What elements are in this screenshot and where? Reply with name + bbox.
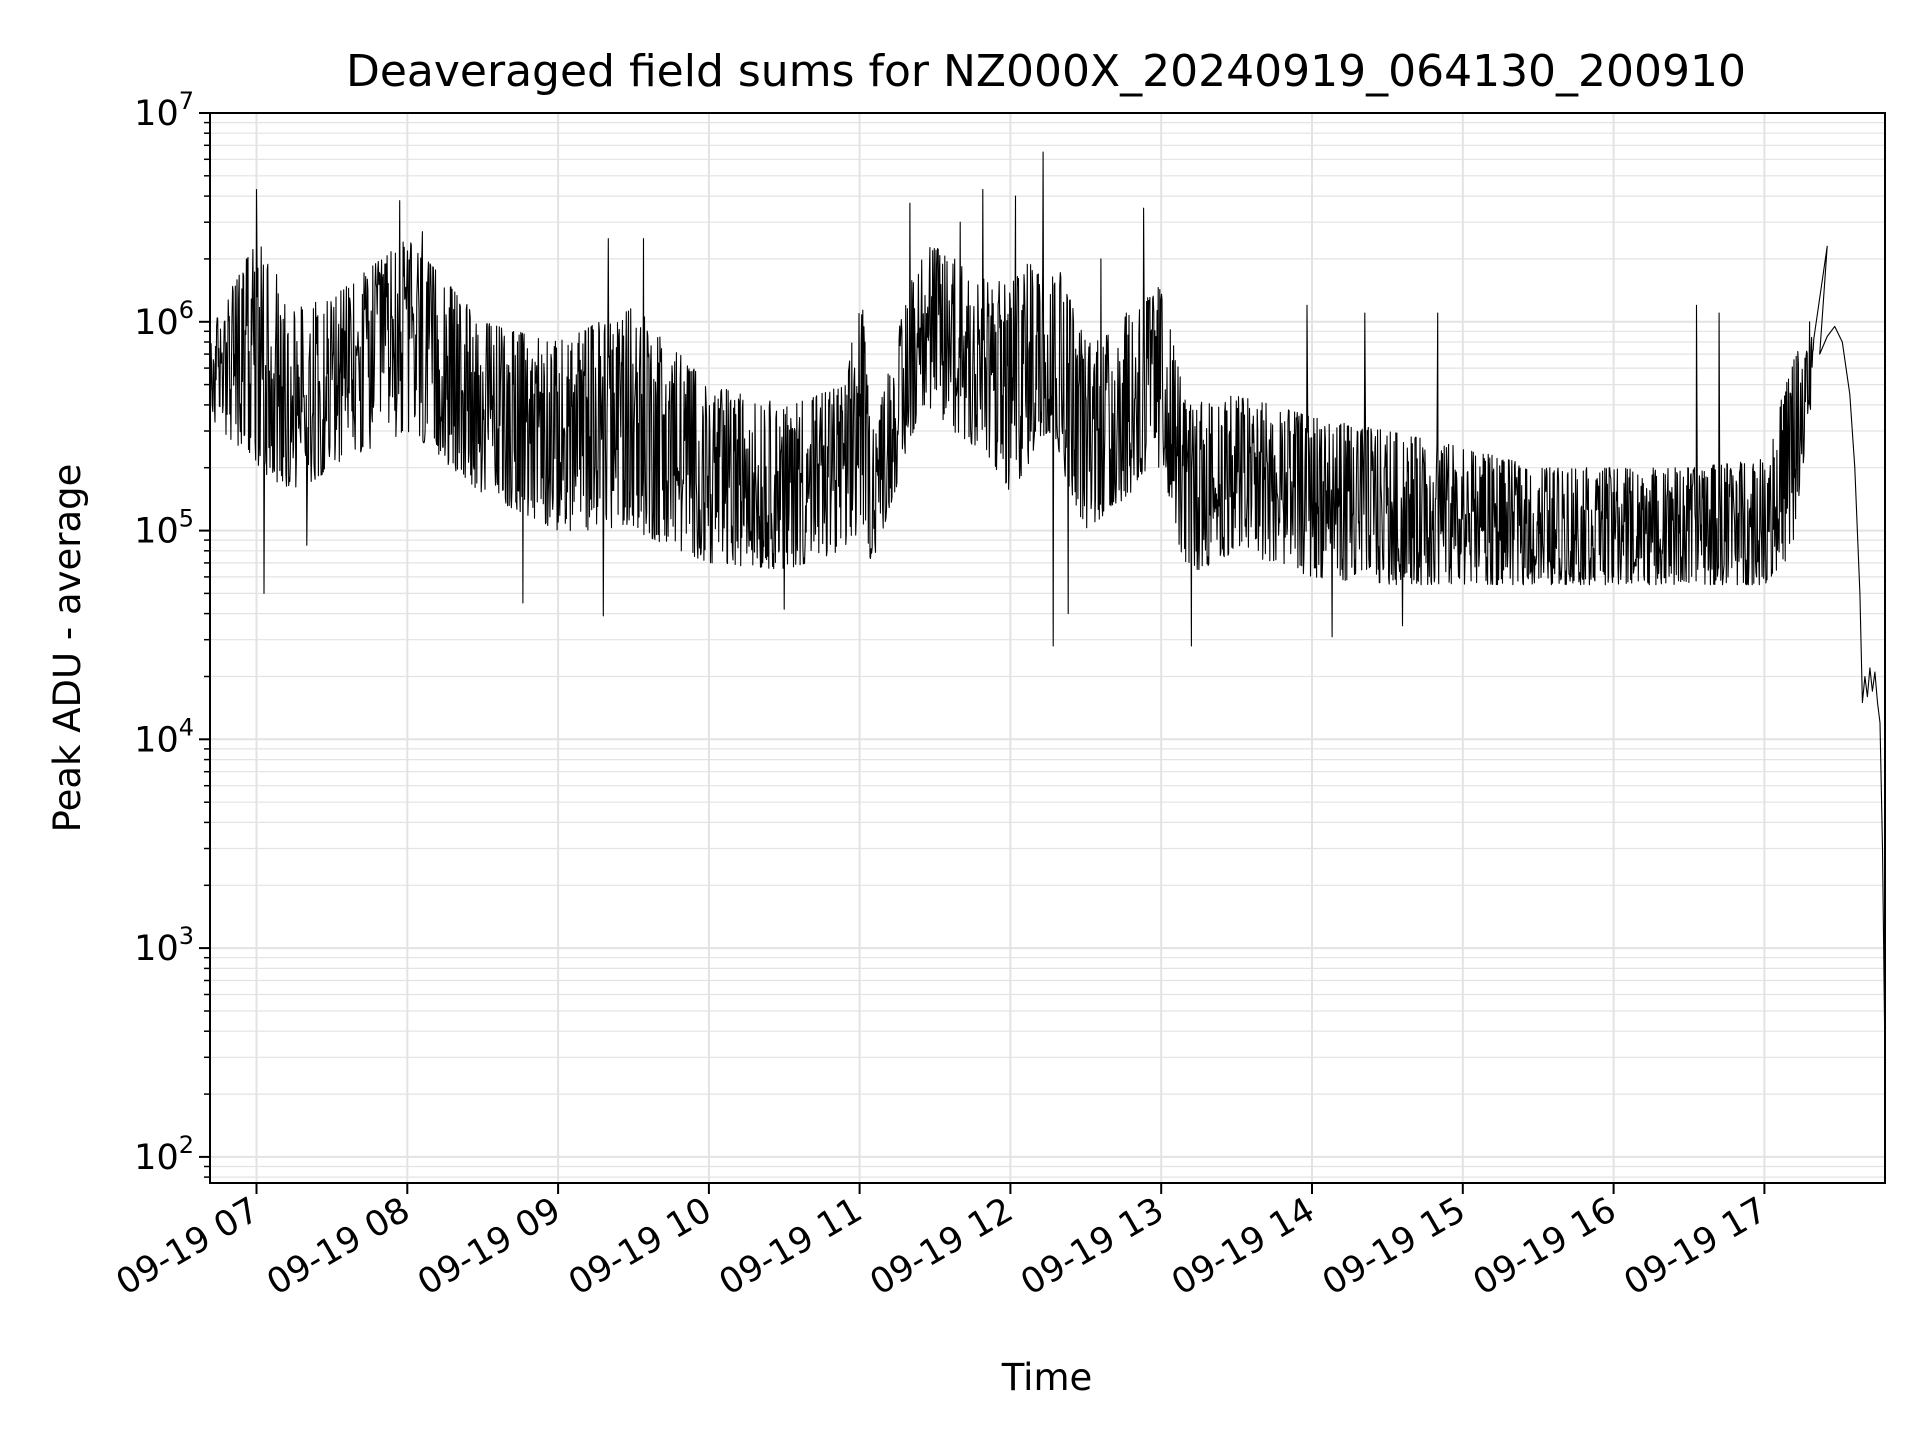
series — [209, 151, 1886, 1064]
series-line — [209, 151, 1886, 1064]
y-tick-base: 10 — [134, 929, 179, 969]
y-tick-exponent: 6 — [179, 296, 194, 324]
y-tick-label: 104 — [134, 713, 194, 760]
y-tick-base: 10 — [134, 94, 179, 134]
plot-area-frame — [209, 112, 1886, 1184]
y-axis-label: Peak ADU - average — [46, 464, 89, 833]
y-tick-label: 102 — [134, 1131, 194, 1178]
chart-title: Deaveraged field sums for NZ000X_2024091… — [346, 46, 1746, 97]
y-tick-base: 10 — [134, 512, 179, 552]
x-axis-label: Time — [1001, 1356, 1093, 1399]
y-tick-label: 107 — [134, 87, 194, 134]
y-tick-exponent: 5 — [179, 505, 194, 533]
y-tick-exponent: 4 — [179, 713, 194, 741]
grid-minor — [210, 121, 1885, 1178]
y-tick-exponent: 2 — [179, 1131, 194, 1159]
y-tick-base: 10 — [134, 720, 179, 760]
y-tick-exponent: 7 — [179, 87, 194, 115]
y-tick-label: 106 — [134, 296, 194, 343]
y-tick-exponent: 3 — [179, 922, 194, 950]
y-tick-label: 105 — [134, 505, 194, 552]
y-tick-label: 103 — [134, 922, 194, 969]
y-tick-base: 10 — [134, 1138, 179, 1178]
y-tick-base: 10 — [134, 303, 179, 343]
